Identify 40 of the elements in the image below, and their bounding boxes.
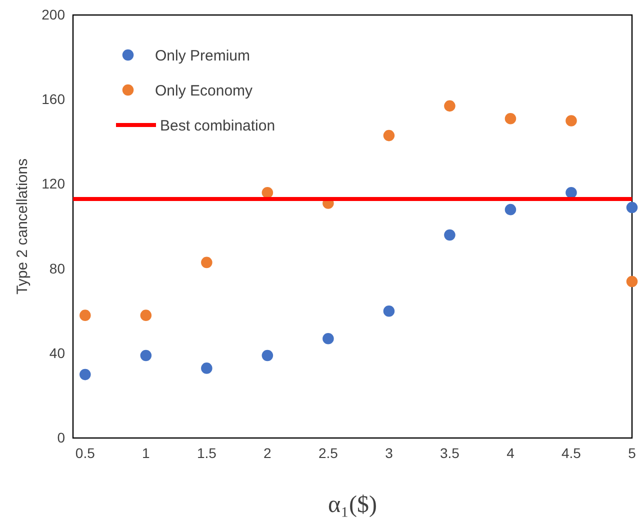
point [201, 256, 212, 268]
point [383, 130, 395, 142]
point [140, 350, 152, 362]
y-tick-label: 80 [49, 260, 66, 276]
point [80, 310, 91, 321]
x-tick-label: 4 [506, 444, 515, 461]
y-tick-label: 0 [57, 429, 66, 446]
legend-label: Only Premium [155, 47, 250, 64]
x-tick-label: 3 [385, 444, 394, 461]
point [322, 332, 334, 344]
point [626, 202, 638, 214]
point [504, 113, 516, 124]
point [262, 350, 274, 362]
point [383, 305, 395, 317]
point [566, 187, 577, 198]
point [566, 115, 577, 126]
point [262, 187, 274, 198]
point [626, 276, 638, 288]
x-tick-label: 1.5 [196, 444, 217, 461]
x-tick-label: 2.5 [318, 444, 338, 461]
x-tick-label: 3.5 [440, 444, 460, 461]
x-axis-title: α₁($) [328, 492, 377, 518]
point [201, 362, 212, 374]
y-tick-label: 120 [42, 176, 66, 192]
point [80, 368, 91, 380]
x-tick-label: 5 [628, 444, 636, 461]
y-tick-label: 200 [42, 6, 66, 22]
y-tick-label: 160 [42, 91, 66, 108]
legend-label: Best combination [160, 117, 276, 134]
x-tick-label: 4.5 [562, 444, 582, 461]
point [504, 204, 516, 216]
x-tick-label: 2 [264, 444, 272, 461]
legend-label: Only Economy [155, 82, 254, 100]
point [444, 100, 456, 112]
point [444, 229, 456, 241]
x-tick-label: 0.5 [75, 444, 96, 461]
y-axis-title: Type 2 cancellations [14, 158, 31, 294]
point [140, 310, 152, 321]
y-tick-label: 40 [49, 344, 66, 361]
x-tick-label: 1 [142, 444, 150, 461]
